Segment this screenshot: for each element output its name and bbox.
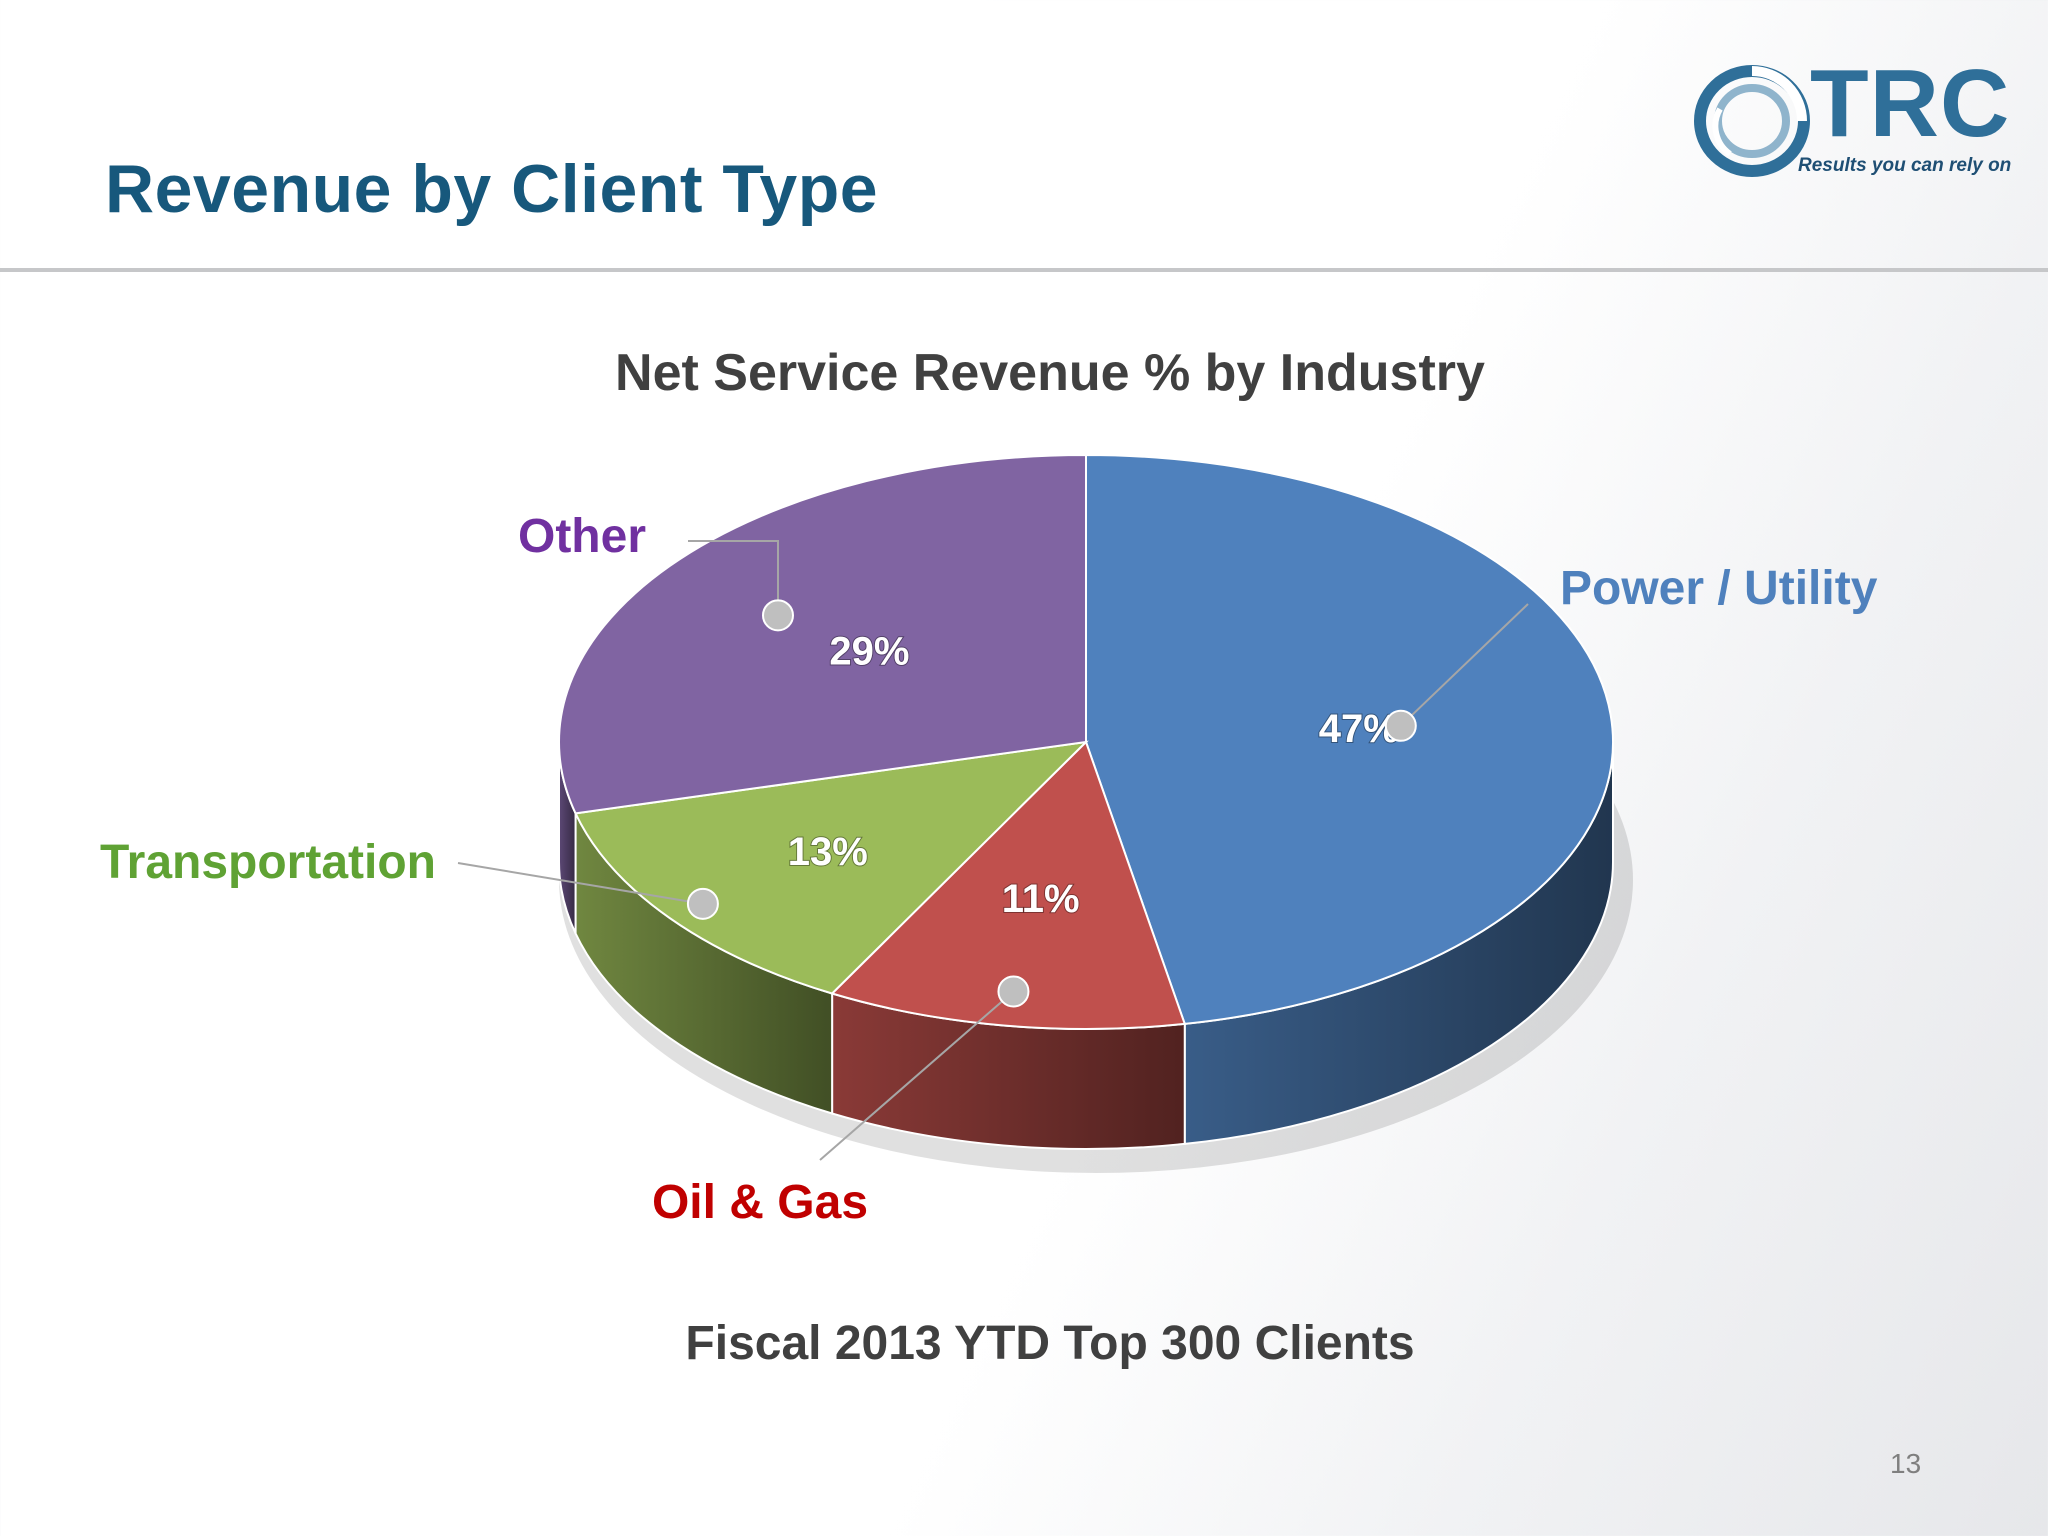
leader-dot-oil-gas xyxy=(997,975,1030,1008)
leader-line-transportation xyxy=(457,862,704,905)
leader-line-other xyxy=(688,540,779,616)
value-label-transportation: 13% xyxy=(788,830,868,874)
category-label-transportation: Transportation xyxy=(100,836,436,889)
leader-dot-power-utility xyxy=(1384,709,1417,742)
value-label-other: 29% xyxy=(829,630,909,674)
logo-wordmark: TRC xyxy=(1810,50,2011,157)
pie-slice-transportation xyxy=(574,740,1089,995)
category-label-oil-gas: Oil & Gas xyxy=(652,1176,868,1229)
leader-dot-other xyxy=(762,599,794,632)
leader-dot-transportation xyxy=(686,887,719,920)
leader-line-oil-gas xyxy=(819,990,1015,1161)
leader-line-power-utility xyxy=(1400,603,1529,727)
category-label-other: Other xyxy=(518,510,646,563)
trc-logo: TRC Results you can rely on xyxy=(1690,50,2020,205)
pie-top-faces xyxy=(558,453,1614,1030)
title-divider xyxy=(0,268,2048,272)
pie-slice-power-utility xyxy=(1085,453,1614,1025)
category-label-power-utility: Power / Utility xyxy=(1560,562,1878,615)
pie-slice-oil-gas xyxy=(830,740,1187,1030)
chart-subtitle: Fiscal 2013 YTD Top 300 Clients xyxy=(685,1317,1415,1370)
slide-title: Revenue by Client Type xyxy=(105,151,879,227)
swirl-logo-icon xyxy=(1694,65,1810,177)
logo-tagline: Results you can rely on xyxy=(1798,155,2012,176)
pie-slice-other xyxy=(558,453,1087,815)
value-label-oil-gas: 11% xyxy=(1002,877,1080,921)
page-number: 13 xyxy=(1890,1448,1922,1479)
chart-title: Net Service Revenue % by Industry xyxy=(615,344,1485,402)
